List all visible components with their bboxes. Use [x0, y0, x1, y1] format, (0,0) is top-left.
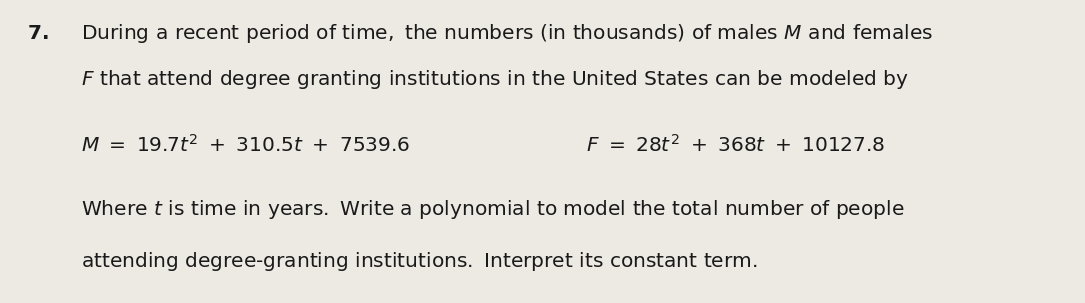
Text: $F\ =\ 28t^{2}\ +\ 368t\ +\ 10127.8$: $F\ =\ 28t^{2}\ +\ 368t\ +\ 10127.8$: [586, 134, 885, 155]
Text: $F\mathrm{\ that\ attend\ degree\ granting\ institutions\ in\ the\ United\ State: $F\mathrm{\ that\ attend\ degree\ granti…: [81, 68, 909, 91]
Text: $\mathrm{attending\ degree\text{-}granting\ institutions.\ Interpret\ its\ const: $\mathrm{attending\ degree\text{-}granti…: [81, 250, 757, 273]
Text: $\mathrm{During\ a\ recent\ period\ of\ time,\ the\ numbers\ (in\ thousands)\ of: $\mathrm{During\ a\ recent\ period\ of\ …: [81, 22, 933, 45]
Text: $\mathrm{Where\ }t\mathrm{\ is\ time\ in\ years.\ Write\ a\ polynomial\ to\ mode: $\mathrm{Where\ }t\mathrm{\ is\ time\ in…: [81, 198, 905, 221]
Text: $M\ =\ 19.7t^{2}\ +\ 310.5t\ +\ 7539.6$: $M\ =\ 19.7t^{2}\ +\ 310.5t\ +\ 7539.6$: [81, 134, 411, 155]
Text: $\mathbf{7.}$: $\mathbf{7.}$: [27, 24, 49, 43]
